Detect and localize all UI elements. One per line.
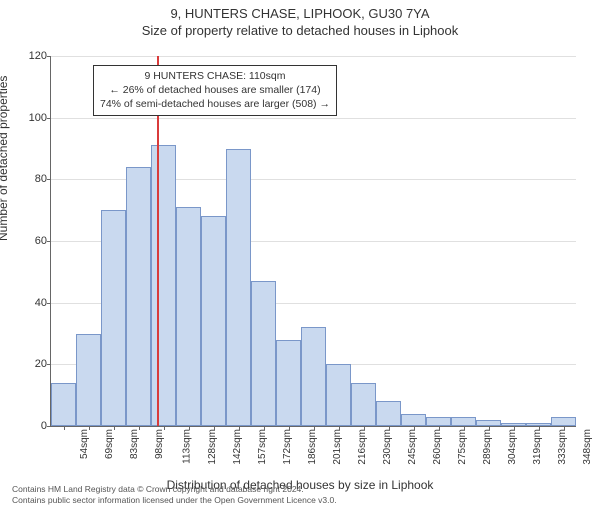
xtick-label: 69sqm <box>104 429 115 459</box>
xtick-label: 289sqm <box>481 429 492 465</box>
xtick-mark <box>364 426 365 430</box>
gridline <box>51 56 576 57</box>
xtick-mark <box>64 426 65 430</box>
xtick-label: 128sqm <box>206 429 217 465</box>
histogram-bar <box>251 281 276 426</box>
xtick-label: 319sqm <box>531 429 542 465</box>
histogram-bar <box>351 383 376 426</box>
histogram-bar <box>101 210 126 426</box>
histogram-bar <box>451 417 476 426</box>
xtick-label: 186sqm <box>306 429 317 465</box>
annotation-line2: ← 26% of detached houses are smaller (17… <box>100 83 330 97</box>
xtick-mark <box>114 426 115 430</box>
xtick-mark <box>414 426 415 430</box>
ytick-label: 80 <box>23 173 47 185</box>
y-axis-label: Number of detached properties <box>0 76 10 241</box>
histogram-bar <box>301 327 326 426</box>
chart-plot-area: 02040608010012054sqm69sqm83sqm98sqm113sq… <box>50 56 576 427</box>
xtick-mark <box>489 426 490 430</box>
ytick-mark <box>47 179 51 180</box>
histogram-bar <box>176 207 201 426</box>
xtick-label: 201sqm <box>331 429 342 465</box>
annotation-box: 9 HUNTERS CHASE: 110sqm ← 26% of detache… <box>93 65 337 116</box>
histogram-bar <box>201 216 226 426</box>
xtick-label: 230sqm <box>381 429 392 465</box>
xtick-label: 348sqm <box>581 429 592 465</box>
xtick-label: 54sqm <box>79 429 90 459</box>
xtick-mark <box>139 426 140 430</box>
histogram-bar <box>51 383 76 426</box>
xtick-mark <box>89 426 90 430</box>
annotation-line3: 74% of semi-detached houses are larger (… <box>100 97 330 111</box>
xtick-mark <box>189 426 190 430</box>
xtick-mark <box>514 426 515 430</box>
histogram-bar <box>126 167 151 426</box>
xtick-mark <box>439 426 440 430</box>
xtick-label: 172sqm <box>281 429 292 465</box>
ytick-mark <box>47 364 51 365</box>
xtick-mark <box>289 426 290 430</box>
ytick-mark <box>47 56 51 57</box>
histogram-bar <box>276 340 301 426</box>
histogram-bar <box>551 417 576 426</box>
annotation-line1: 9 HUNTERS CHASE: 110sqm <box>100 69 330 83</box>
ytick-label: 100 <box>23 112 47 124</box>
histogram-bar <box>326 364 351 426</box>
xtick-mark <box>539 426 540 430</box>
xtick-mark <box>239 426 240 430</box>
histogram-bar <box>426 417 451 426</box>
xtick-label: 113sqm <box>181 429 192 464</box>
xtick-mark <box>339 426 340 430</box>
attribution-line1: Contains HM Land Registry data © Crown c… <box>12 484 337 495</box>
histogram-bar <box>401 414 426 426</box>
xtick-mark <box>564 426 565 430</box>
gridline <box>51 118 576 119</box>
ytick-label: 0 <box>23 420 47 432</box>
ytick-mark <box>47 303 51 304</box>
attribution-text: Contains HM Land Registry data © Crown c… <box>12 484 337 506</box>
xtick-label: 304sqm <box>506 429 517 465</box>
xtick-mark <box>164 426 165 430</box>
xtick-label: 333sqm <box>556 429 567 465</box>
ytick-label: 60 <box>23 235 47 247</box>
xtick-mark <box>214 426 215 430</box>
ytick-mark <box>47 241 51 242</box>
xtick-mark <box>389 426 390 430</box>
xtick-label: 216sqm <box>356 429 367 465</box>
ytick-label: 40 <box>23 297 47 309</box>
xtick-label: 275sqm <box>456 429 467 465</box>
xtick-label: 83sqm <box>129 429 140 459</box>
ytick-mark <box>47 118 51 119</box>
xtick-label: 260sqm <box>431 429 442 465</box>
chart-title-sub: Size of property relative to detached ho… <box>0 23 600 38</box>
ytick-label: 120 <box>23 50 47 62</box>
histogram-bar <box>376 401 401 426</box>
xtick-label: 142sqm <box>231 429 242 465</box>
xtick-label: 157sqm <box>256 429 267 465</box>
xtick-mark <box>464 426 465 430</box>
xtick-mark <box>264 426 265 430</box>
xtick-label: 98sqm <box>154 429 165 459</box>
histogram-bar <box>151 145 176 426</box>
ytick-label: 20 <box>23 358 47 370</box>
ytick-mark <box>47 426 51 427</box>
xtick-mark <box>314 426 315 430</box>
chart-title-main: 9, HUNTERS CHASE, LIPHOOK, GU30 7YA <box>0 6 600 21</box>
xtick-label: 245sqm <box>406 429 417 465</box>
histogram-bar <box>76 334 101 427</box>
histogram-bar <box>226 149 251 427</box>
attribution-line2: Contains public sector information licen… <box>12 495 337 506</box>
